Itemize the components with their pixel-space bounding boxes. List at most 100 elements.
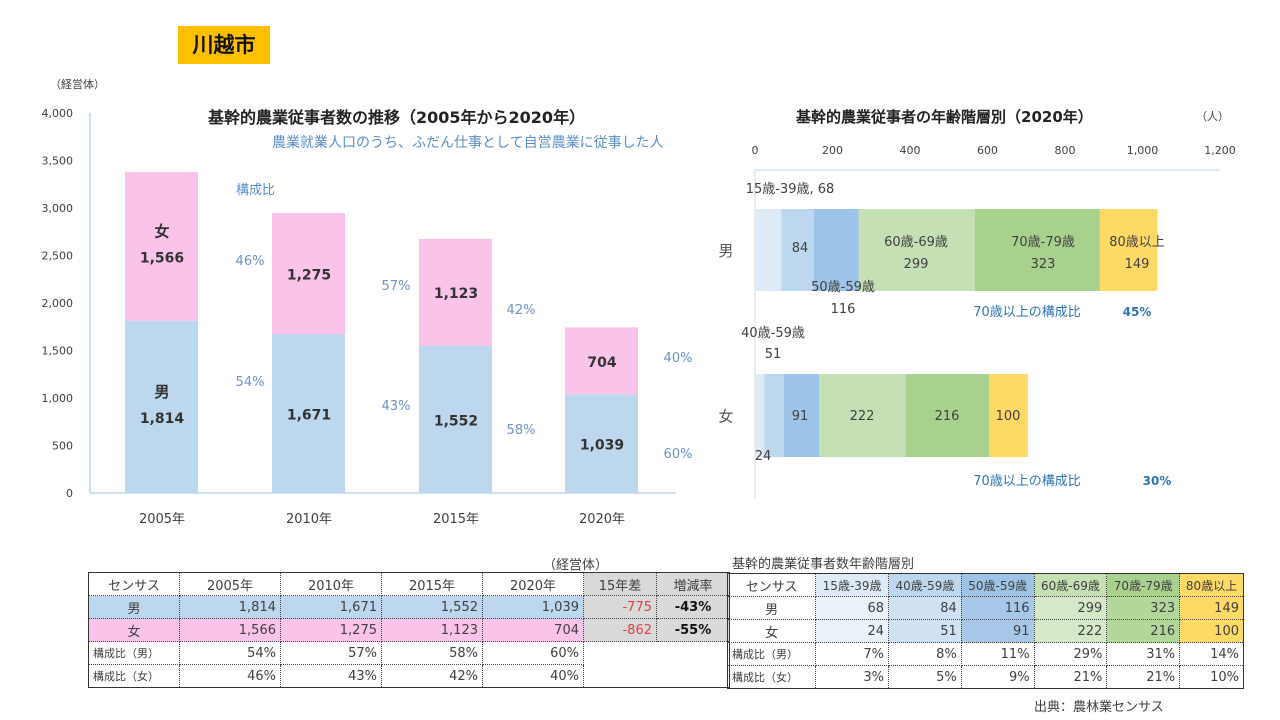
ratio-label: 54% — [236, 375, 265, 390]
x-tick-label: 2005年 — [139, 512, 185, 527]
table-cell: 68 — [815, 596, 889, 620]
table-cell: 42% — [381, 664, 483, 688]
bar-value-label: 1,275 — [287, 268, 331, 284]
table-cell: 40% — [482, 664, 584, 688]
x-tick-label: 1,200 — [1204, 144, 1236, 157]
ratio-label: 40% — [664, 351, 693, 366]
ratio-title: 構成比 — [236, 183, 276, 198]
table-cell: 8% — [888, 642, 962, 666]
bar-value-label: 1,814 — [140, 411, 185, 427]
city-label: 川越市 — [178, 26, 270, 64]
segment-label: 70歳-79歳 — [1011, 235, 1075, 250]
y-tick-label: 4,000 — [42, 107, 74, 120]
segment-label: 15歳-39歳, 68 — [746, 182, 835, 197]
segment-label: 24 — [755, 449, 772, 464]
y-tick-label: 500 — [52, 440, 73, 453]
y-tick-label: 1,000 — [42, 392, 74, 405]
table-cell: 3% — [815, 665, 889, 689]
table-cell: 91 — [960, 619, 1035, 643]
table-cell: 11% — [960, 642, 1035, 666]
bar-segment-80歳以上 — [989, 374, 1028, 457]
table-cell: -43% — [656, 595, 730, 619]
table2-title: 基幹的農業従事者数年齢階層別 — [732, 557, 915, 572]
chart1-title: 基幹的農業従事者数の推移（2005年から2020年） — [208, 108, 586, 127]
x-tick-label: 800 — [1055, 144, 1076, 157]
trend-table: センサス 2005年 2010年 2015年 2020年 15年差 増減率男 1,814 1,6… — [88, 572, 730, 688]
table-header: 50歳-59歳 — [960, 573, 1035, 597]
x-tick-label: 400 — [900, 144, 921, 157]
table-row: 女 24 51 91 222 216 100 — [726, 619, 1244, 643]
table-cell: -55% — [656, 618, 730, 642]
table-cell: 1,552 — [381, 595, 483, 619]
table-cell: 46% — [179, 664, 281, 688]
table-cell: 216 — [1106, 619, 1181, 643]
table-cell: 58% — [381, 641, 483, 665]
segment-label: 216 — [935, 409, 960, 424]
segment-label: 91 — [792, 409, 809, 424]
table-cell: 1,123 — [381, 618, 483, 642]
table-cell: 構成比（女） — [88, 664, 180, 688]
bar-segment-50歳-59歳 — [784, 374, 820, 457]
segment-label: 70歳以上の構成比 — [973, 474, 1081, 489]
table-header: 15歳-39歳 — [815, 573, 889, 597]
table-cell: 51 — [888, 619, 962, 643]
x-tick-label: 0 — [752, 144, 759, 157]
bar-segment-40歳-59歳 — [781, 209, 814, 291]
table-cell: 1,566 — [179, 618, 281, 642]
table-row: 構成比（女） 46% 43% 42% 40% — [88, 664, 730, 688]
bar-value-label: 704 — [587, 355, 616, 371]
segment-label: 222 — [850, 409, 875, 424]
table-cell: 14% — [1179, 642, 1244, 666]
table-cell: 116 — [960, 596, 1035, 620]
table-cell: 29% — [1033, 642, 1108, 666]
ratio-label: 58% — [507, 423, 536, 438]
bar-segment-15歳-39歳 — [755, 374, 765, 457]
table-row: 男 1,814 1,671 1,552 1,039 -775 -43% — [88, 595, 730, 619]
segment-label: 100 — [996, 409, 1021, 424]
table-cell: 24 — [815, 619, 889, 643]
segment-label: 84 — [792, 241, 809, 256]
segment-label: 60歳-69歳 — [884, 235, 948, 250]
table1-unit: （経営体） — [543, 558, 609, 573]
table-cell: 男 — [88, 595, 180, 619]
table-cell: 323 — [1106, 596, 1181, 620]
table-header: 80歳以上 — [1179, 573, 1244, 597]
table-cell: 女 — [726, 619, 817, 643]
table-header: 2005年 — [179, 572, 281, 596]
bar-value-label: 1,039 — [580, 438, 624, 454]
ratio-label: 46% — [236, 254, 265, 269]
table-header: 60歳-69歳 — [1033, 573, 1108, 597]
table-header: 2020年 — [482, 572, 584, 596]
age-chart: 0 200 400 600 800 1,000 1,200 男女 15歳-39歳, 68 84 50… — [718, 144, 1236, 498]
table-header: センサス — [726, 573, 817, 597]
table-cell: 84 — [888, 596, 962, 620]
category-label: 女 — [718, 408, 733, 426]
bar-segment-70歳-79歳 — [974, 209, 1100, 291]
x-tick-label: 600 — [977, 144, 998, 157]
bar-male — [272, 334, 345, 493]
segment-label: 30% — [1143, 474, 1172, 488]
table-cell: 1,039 — [482, 595, 584, 619]
bar-female — [272, 213, 345, 335]
segment-label: 51 — [765, 347, 782, 362]
bar-male — [419, 345, 492, 493]
bar-segment-40歳-59歳 — [764, 374, 785, 457]
y-tick-label: 2,000 — [42, 297, 74, 310]
table-cell: 60% — [482, 641, 584, 665]
table-header: 40歳-59歳 — [888, 573, 962, 597]
table-header: センサス — [88, 572, 180, 596]
table-cell: 704 — [482, 618, 584, 642]
bar-segment-60歳-69歳 — [819, 374, 906, 457]
age-table: センサス 15歳-39歳 40歳-59歳 50歳-59歳 60歳-69歳 70歳-79歳 8… — [726, 573, 1244, 689]
series-name-label: 女 — [154, 222, 169, 240]
table-cell: 222 — [1033, 619, 1108, 643]
table-header: 増減率 — [656, 572, 730, 596]
table-cell: -775 — [583, 595, 657, 619]
table-header: 15年差 — [583, 572, 657, 596]
table-row: 女 1,566 1,275 1,123 704 -862 -55% — [88, 618, 730, 642]
bar-value-label: 1,123 — [434, 286, 478, 302]
y-axis-unit: （経営体） — [50, 78, 105, 91]
bar-segment-50歳-59歳 — [813, 209, 859, 291]
y-tick-label: 1,500 — [42, 345, 74, 358]
table-cell: 5% — [888, 665, 962, 689]
